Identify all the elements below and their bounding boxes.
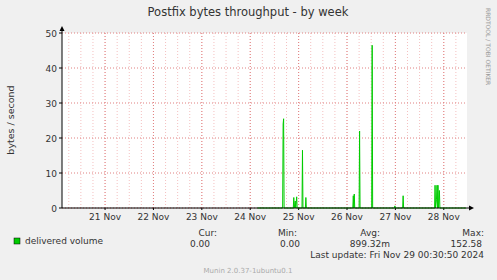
- x-grid-line: [153, 33, 154, 208]
- x-grid-line: [250, 33, 251, 208]
- x-axis-arrow: [469, 206, 474, 211]
- plot-marks: [257, 45, 466, 208]
- legend-label: delivered volume: [25, 236, 104, 246]
- minor-grid-line: [274, 33, 275, 208]
- y-grid-line: [62, 33, 467, 34]
- minor-grid-line: [80, 33, 81, 208]
- minor-grid-line: [250, 33, 251, 208]
- y-tick-label: 50: [46, 29, 58, 39]
- y-axis: [62, 29, 63, 208]
- last-update: Last update: Fri Nov 29 00:30:50 2024: [310, 250, 484, 260]
- x-tick-label: 26 Nov: [331, 212, 364, 222]
- y-grid-line: [62, 138, 467, 139]
- stat-value: 0.00: [190, 239, 210, 249]
- x-tick-label: 28 Nov: [428, 212, 461, 222]
- x-tick-label: 25 Nov: [283, 212, 316, 222]
- y-tick-label: 10: [46, 169, 58, 179]
- minor-grid-line: [443, 33, 444, 208]
- minor-grid-line: [334, 33, 335, 208]
- stat-header: Max:: [462, 228, 484, 238]
- minor-grid-line: [117, 33, 118, 208]
- stat-value: 152.58: [451, 239, 483, 249]
- x-grid-line: [395, 33, 396, 208]
- y-tick-label: 30: [46, 99, 58, 109]
- minor-grid-line: [201, 33, 202, 208]
- minor-grid-line: [383, 33, 384, 208]
- stat-value: 899.32m: [350, 239, 390, 249]
- y-grid-line: [62, 173, 467, 174]
- stat-header: Min:: [278, 228, 297, 238]
- minor-grid-line: [189, 33, 190, 208]
- x-grid-line: [201, 33, 202, 208]
- title: Postfix bytes throughput - by week: [148, 5, 349, 19]
- minor-grid-line: [431, 33, 432, 208]
- minor-grid-line: [226, 33, 227, 208]
- minor-grid-line: [213, 33, 214, 208]
- minor-grid-line: [262, 33, 263, 208]
- x-grid-line: [347, 33, 348, 208]
- series-line: [257, 45, 466, 208]
- x-tick-label: 23 Nov: [186, 212, 219, 222]
- y-tick-label: 0: [51, 204, 57, 214]
- chart: Postfix bytes throughput - by week bytes …: [0, 0, 497, 280]
- y-tick-label: 20: [46, 134, 58, 144]
- x-tick-label: 22 Nov: [138, 212, 171, 222]
- x-tick-label: 21 Nov: [89, 212, 122, 222]
- y-axis-label: bytes / second: [5, 85, 16, 154]
- minor-grid-line: [165, 33, 166, 208]
- minor-grid-line: [129, 33, 130, 208]
- minor-grid-line: [177, 33, 178, 208]
- y-grid-line: [62, 103, 467, 104]
- minor-grid-line: [92, 33, 93, 208]
- minor-grid-line: [153, 33, 154, 208]
- minor-grid-line: [105, 33, 106, 208]
- x-axis: [62, 208, 471, 209]
- x-tick-label: 24 Nov: [234, 212, 267, 222]
- minor-grid-line: [298, 33, 299, 208]
- minor-grid-line: [238, 33, 239, 208]
- legend-swatch: [14, 238, 20, 244]
- x-grid-line: [105, 33, 106, 208]
- minor-grid-line: [419, 33, 420, 208]
- x-tick-label: 27 Nov: [379, 212, 412, 222]
- x-grid-line: [298, 33, 299, 208]
- minor-grid-line: [347, 33, 348, 208]
- watermark: RRDTOOL / TOBI OETIKER: [485, 8, 492, 85]
- minor-grid-line: [322, 33, 323, 208]
- minor-grid-line: [286, 33, 287, 208]
- y-grid-line: [62, 68, 467, 69]
- minor-grid-line: [455, 33, 456, 208]
- footer: Munin 2.0.37-1ubuntu0.1: [204, 267, 293, 275]
- grid: [62, 33, 467, 208]
- minor-grid-line: [141, 33, 142, 208]
- minor-grid-line: [310, 33, 311, 208]
- minor-grid-line: [407, 33, 408, 208]
- stat-value: 0.00: [280, 239, 300, 249]
- y-axis-arrow: [60, 26, 65, 31]
- stat-header: Avg:: [360, 228, 380, 238]
- stat-header: Cur:: [198, 228, 217, 238]
- background: [0, 0, 497, 280]
- y-tick-label: 40: [46, 64, 58, 74]
- minor-grid-line: [68, 33, 69, 208]
- plot-area: [62, 33, 467, 208]
- minor-grid-line: [395, 33, 396, 208]
- x-grid-line: [443, 33, 444, 208]
